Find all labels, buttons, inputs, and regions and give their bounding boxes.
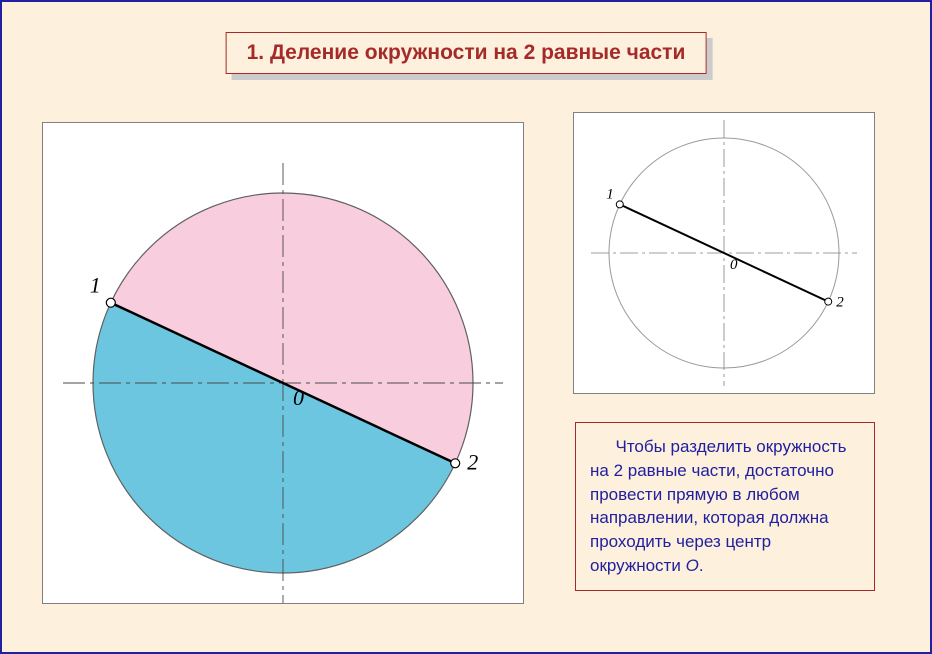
description-text: Чтобы разделить окружность на 2 равные ч… [590,435,860,578]
title-box: 1. Деление окружности на 2 равные части [226,32,707,74]
desc-part1: Чтобы разделить окружность на 2 равные ч… [590,437,847,575]
svg-text:2: 2 [836,295,844,311]
desc-center-label: O [686,556,699,575]
desc-part2: . [699,556,704,575]
title-container: 1. Деление окружности на 2 равные части [226,32,707,74]
svg-text:2: 2 [467,449,478,474]
small-diagram: 1 2 0 [573,112,875,394]
main-svg: 1 2 0 [43,123,523,603]
svg-text:1: 1 [606,186,614,202]
svg-text:0: 0 [730,257,738,273]
main-diagram: 1 2 0 [42,122,524,604]
title-text: 1. Деление окружности на 2 равные части [247,41,686,64]
svg-text:0: 0 [293,385,304,410]
svg-text:1: 1 [90,273,101,298]
small-svg: 1 2 0 [574,113,874,393]
page: 1. Деление окружности на 2 равные части … [0,0,932,654]
description-box: Чтобы разделить окружность на 2 равные ч… [575,422,875,591]
